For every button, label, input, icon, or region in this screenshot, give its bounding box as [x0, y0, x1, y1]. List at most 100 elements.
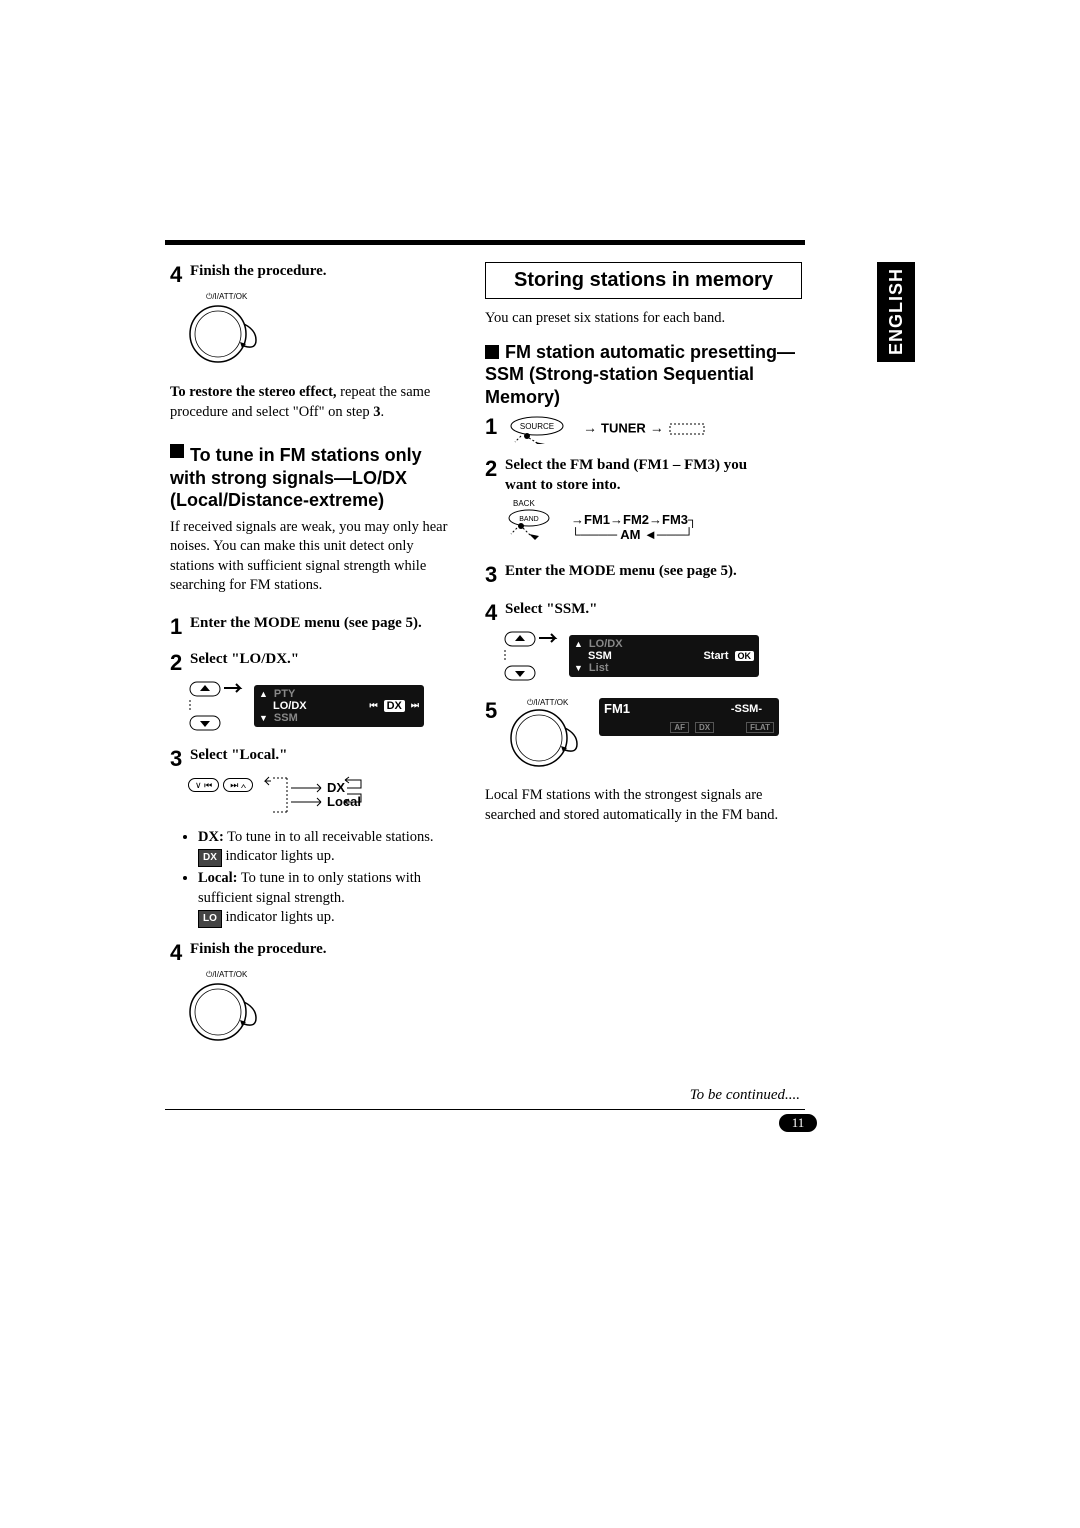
dotted-loop — [668, 422, 708, 436]
step-4b: 4Finish the procedure. — [170, 940, 460, 966]
section-heading: To tune in FM stations only with strong … — [170, 444, 460, 512]
lcd-list: List — [589, 662, 609, 674]
step-number: 2 — [170, 650, 190, 676]
dx-label: DX — [327, 780, 345, 795]
intro-text: You can preset six stations for each ban… — [485, 309, 802, 329]
band-cycle: →FM1→FM2→FM3┐ └──── AM ◄───┘ — [571, 512, 697, 542]
language-tab: ENGLISH — [877, 262, 915, 362]
step-number: 2 — [485, 456, 505, 482]
right-column: Storing stations in memory You can prese… — [485, 262, 802, 825]
left-column: 4Finish the procedure. ⏻/I/ATT/OK To res… — [170, 262, 460, 1049]
band-button-icon: BAND — [507, 508, 567, 548]
lcd-lodx: LO/DX — [589, 638, 623, 650]
step-number: 4 — [170, 262, 190, 288]
step-2: 2Select the FM band (FM1 – FM3) you want… — [485, 456, 802, 495]
step-4a: 4Finish the procedure. — [170, 262, 460, 288]
restore-prefix: To restore the stereo effect, — [170, 384, 337, 400]
step-number: 4 — [170, 940, 190, 966]
lcd-start: Start — [703, 650, 728, 662]
page-content: 4Finish the procedure. ⏻/I/ATT/OK To res… — [165, 240, 805, 1110]
lo-indicator-icon: LO — [198, 910, 222, 928]
step-2: 2Select "LO/DX." — [170, 650, 460, 676]
button-caption: ⏻/I/ATT/OK — [206, 970, 460, 980]
updown-buttons-icon — [188, 680, 250, 732]
section-marker — [170, 444, 184, 458]
step-label: Select the FM band (FM1 – FM3) you want … — [505, 456, 765, 495]
band-label: BAND — [519, 516, 538, 523]
lcd-ssm: SSM — [274, 712, 298, 724]
section-title: FM station automatic presetting—SSM (Str… — [485, 342, 795, 407]
dial-icon — [188, 982, 268, 1044]
step-number: 1 — [485, 414, 505, 440]
header-bar — [165, 240, 805, 245]
step-number: 4 — [485, 600, 505, 626]
step-label: Finish the procedure. — [190, 940, 450, 960]
step-4: 4Select "SSM." — [485, 600, 802, 626]
bullet-dx: DX: To tune in to all receivable station… — [198, 828, 460, 867]
step-1: 1 SOURCE → TUNER → — [485, 414, 802, 444]
lcd-display: ▲PTY LO/DX⏮DX⏭ ▼SSM — [254, 685, 424, 727]
source-label: SOURCE — [520, 422, 554, 431]
step-number: 5 — [485, 698, 505, 724]
arrow-icon: → — [583, 420, 597, 436]
step-3: 3Select "Local." — [170, 746, 460, 772]
lcd-ssm: SSM — [588, 650, 612, 662]
step-label: Finish the procedure. — [190, 262, 450, 282]
dial-icon — [509, 708, 589, 770]
lcd-af: AF — [670, 722, 689, 733]
lcd-ssm-ind: -SSM- — [731, 703, 762, 715]
section-heading: FM station automatic presetting—SSM (Str… — [485, 341, 802, 409]
step-label: Select "SSM." — [505, 600, 765, 620]
band-diagram: BACK BAND →FM1→FM2→FM3┐ └──── AM ◄───┘ — [507, 499, 802, 548]
lcd-dx: DX — [695, 722, 714, 733]
step-5: 5 ⏻/I/ATT/OK FM1 -SSM- AF DX FLAT — [485, 698, 802, 770]
step-number: 3 — [485, 562, 505, 588]
section-body: If received signals are weak, you may on… — [170, 518, 460, 596]
step-label: Enter the MODE menu (see page 5). — [505, 562, 765, 582]
lcd-ok: OK — [735, 651, 755, 661]
dx-local-bullets: DX: To tune in to all receivable station… — [198, 828, 460, 928]
dx-indicator-icon: DX — [198, 849, 222, 867]
restore-suffix: . — [380, 404, 384, 420]
section-marker — [485, 345, 499, 359]
step-1: 1Enter the MODE menu (see page 5). — [170, 614, 460, 640]
dial-graphic: ⏻/I/ATT/OK — [188, 970, 460, 1049]
dial-graphic: ⏻/I/ATT/OK — [188, 292, 460, 371]
lcd-lodx: LO/DX — [273, 700, 307, 712]
ssm-diagram: ▲LO/DX SSMStartOK ▼List — [503, 630, 802, 682]
tuner-label: TUNER — [601, 421, 646, 436]
page-number: 11 — [779, 1114, 817, 1132]
step-label: Enter the MODE menu (see page 5). — [190, 614, 450, 634]
section-banner: Storing stations in memory — [485, 262, 802, 299]
next-button-icon: ⏭ ∧ — [223, 778, 253, 792]
step-label: Select "Local." — [190, 746, 450, 766]
button-caption: ⏻/I/ATT/OK — [206, 292, 460, 302]
step-number: 3 — [170, 746, 190, 772]
language-label: ENGLISH — [886, 268, 907, 355]
lcd-display: ▲LO/DX SSMStartOK ▼List — [569, 635, 759, 677]
footer-rule — [165, 1109, 805, 1110]
lcd-dx-badge: DX — [384, 700, 405, 712]
updown-buttons-icon — [503, 630, 565, 682]
prev-button-icon: ∨ ⏮ — [188, 778, 219, 792]
lcd-fm1: FM1 — [604, 701, 630, 716]
bullet-local: Local: To tune in to only stations with … — [198, 869, 460, 928]
arrow-icon: → — [650, 420, 664, 436]
restore-note: To restore the stereo effect, repeat the… — [170, 383, 460, 422]
lcd-pty: PTY — [274, 688, 295, 700]
source-button-icon: SOURCE — [509, 414, 579, 444]
local-diagram: ∨ ⏮ ⏭ ∧ DX Local document.querySelector(… — [188, 776, 460, 820]
button-caption: ⏻/I/ATT/OK — [527, 698, 589, 708]
dx-local-arrows: DX Local — [261, 776, 391, 820]
result-text: Local FM stations with the strongest sig… — [485, 786, 802, 825]
lodx-diagram: ▲PTY LO/DX⏮DX⏭ ▼SSM — [188, 680, 460, 732]
step-3: 3Enter the MODE menu (see page 5). — [485, 562, 802, 588]
dial-icon — [188, 304, 268, 366]
step-number: 1 — [170, 614, 190, 640]
lcd-display: FM1 -SSM- AF DX FLAT — [599, 698, 779, 736]
continued-note: To be continued.... — [690, 1087, 800, 1104]
section-title: To tune in FM stations only with strong … — [170, 445, 422, 510]
lcd-flat: FLAT — [746, 722, 774, 733]
back-caption: BACK — [513, 499, 802, 508]
step-label: Select "LO/DX." — [190, 650, 450, 670]
